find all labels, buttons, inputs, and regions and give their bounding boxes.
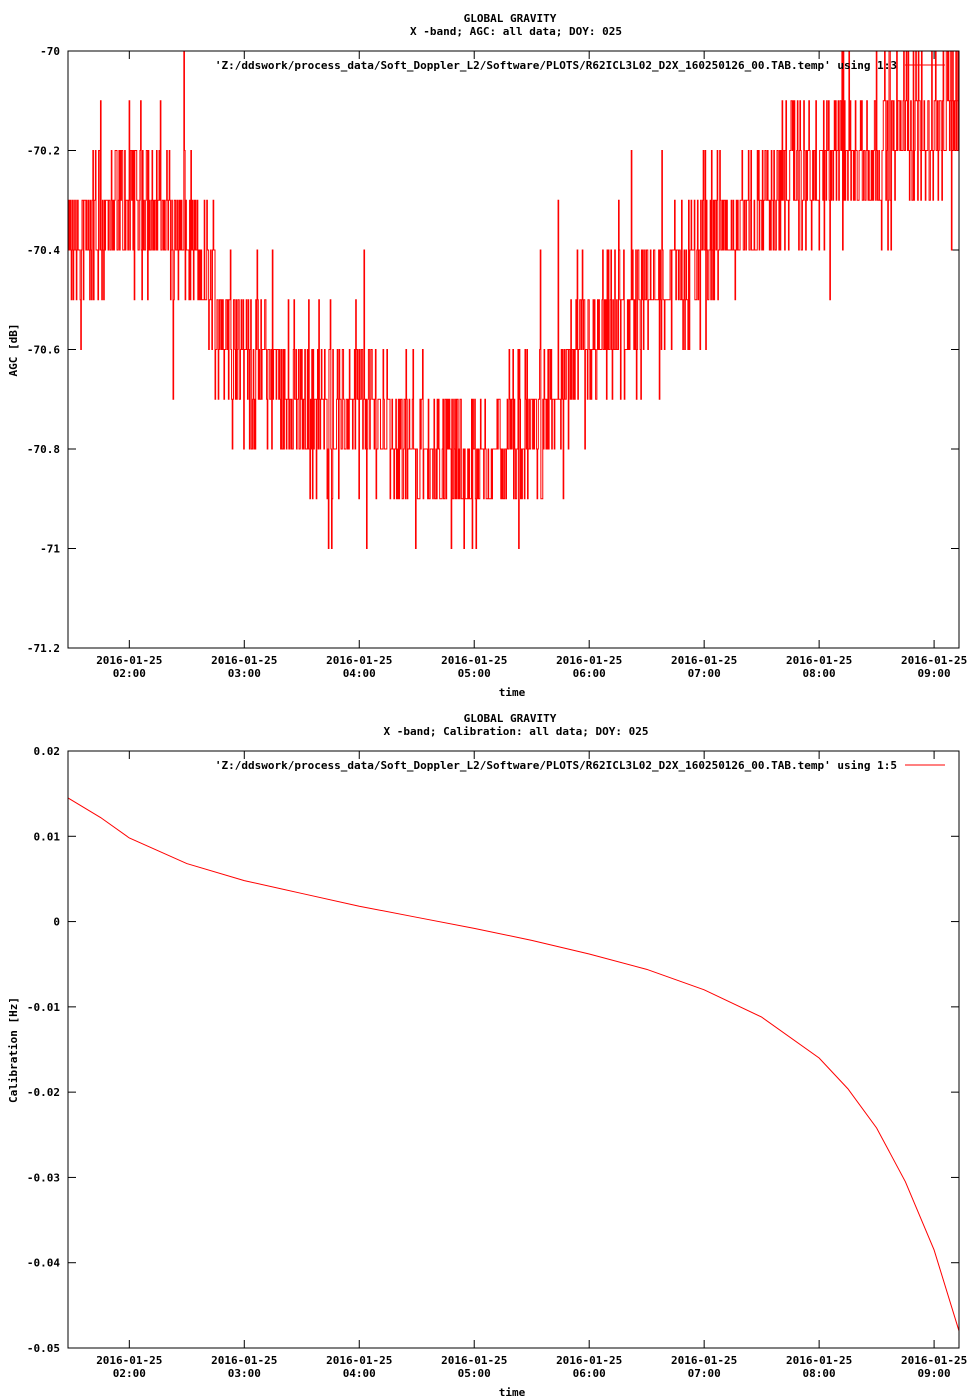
x-tick-label-time: 06:00 (573, 667, 606, 680)
x-tick-label-date: 2016-01-25 (786, 654, 852, 667)
x-tick-label-date: 2016-01-25 (326, 1354, 392, 1367)
agc-chart: GLOBAL GRAVITY X -band; AGC: all data; D… (7, 12, 967, 699)
x-tick-label-time: 03:00 (228, 1367, 261, 1380)
x-tick-label-date: 2016-01-25 (326, 654, 392, 667)
legend-label: 'Z:/ddswork/process_data/Soft_Doppler_L2… (215, 759, 897, 772)
x-tick-label-time: 07:00 (688, 1367, 721, 1380)
x-tick-label-time: 02:00 (113, 667, 146, 680)
plot-area (67, 797, 960, 1332)
x-axis-label: time (499, 1386, 526, 1399)
y-tick-label: -70 (40, 45, 60, 58)
chart-subtitle: X -band; AGC: all data; DOY: 025 (410, 25, 622, 38)
y-tick-label: -70.2 (27, 145, 60, 158)
x-tick-label-date: 2016-01-25 (556, 654, 622, 667)
chart-title: GLOBAL GRAVITY (464, 12, 557, 25)
x-tick-label-date: 2016-01-25 (96, 1354, 162, 1367)
y-tick-label: -70.6 (27, 344, 60, 357)
x-tick-label-date: 2016-01-25 (96, 654, 162, 667)
x-tick-label-time: 09:00 (918, 1367, 951, 1380)
x-tick-label-time: 07:00 (688, 667, 721, 680)
x-tick-label-date: 2016-01-25 (211, 654, 277, 667)
x-tick-label-date: 2016-01-25 (786, 1354, 852, 1367)
chart-title: GLOBAL GRAVITY (464, 712, 557, 725)
x-axis-label: time (499, 686, 526, 699)
y-axis-label: AGC [dB] (7, 324, 20, 377)
x-tick-label-time: 08:00 (803, 1367, 836, 1380)
y-tick-label: -70.4 (27, 244, 60, 257)
x-tick-label-date: 2016-01-25 (671, 654, 737, 667)
legend-label: 'Z:/ddswork/process_data/Soft_Doppler_L2… (215, 59, 897, 72)
y-tick-label: -0.01 (27, 1001, 60, 1014)
plot-frame (67, 750, 960, 1349)
x-tick-label-date: 2016-01-25 (901, 1354, 967, 1367)
y-tick-label: 0.01 (34, 830, 61, 843)
x-tick-label-time: 05:00 (458, 1367, 491, 1380)
x-tick-label-date: 2016-01-25 (901, 654, 967, 667)
x-tick-label-date: 2016-01-25 (556, 1354, 622, 1367)
y-tick-label: -0.04 (27, 1257, 60, 1270)
y-axis-label: Calibration [Hz] (7, 997, 20, 1103)
y-tick-label: -71 (40, 543, 60, 556)
x-tick-label-time: 03:00 (228, 667, 261, 680)
plot-area (68, 50, 960, 549)
x-tick-label-time: 06:00 (573, 1367, 606, 1380)
tick-group: 0.02 0.01 0 -0.01 -0.02 -0.03 -0.04 -0.05 2016-0… (27, 745, 967, 1380)
tick-group: -70 -70.2 -70.4 -70.6 -70.8 -71 -71.2 2016-01-2… (27, 45, 967, 680)
series-line (67, 797, 960, 1332)
calibration-chart: GLOBAL GRAVITY X -band; Calibration: all… (7, 712, 967, 1399)
x-tick-label-time: 04:00 (343, 667, 376, 680)
x-tick-label-date: 2016-01-25 (441, 1354, 507, 1367)
x-tick-label-time: 05:00 (458, 667, 491, 680)
plot-frame (67, 50, 960, 649)
legend: 'Z:/ddswork/process_data/Soft_Doppler_L2… (215, 59, 945, 72)
x-tick-label-date: 2016-01-25 (671, 1354, 737, 1367)
x-tick-label-time: 04:00 (343, 1367, 376, 1380)
y-tick-label: 0 (53, 916, 60, 929)
x-tick-label-time: 02:00 (113, 1367, 146, 1380)
x-tick-label-date: 2016-01-25 (441, 654, 507, 667)
y-tick-label: -0.05 (27, 1342, 60, 1355)
x-tick-label-date: 2016-01-25 (211, 1354, 277, 1367)
y-tick-label: -0.02 (27, 1086, 60, 1099)
series-line (68, 50, 960, 549)
y-tick-label: -0.03 (27, 1171, 60, 1184)
x-tick-label-time: 08:00 (803, 667, 836, 680)
y-tick-label: -71.2 (27, 642, 60, 655)
y-tick-label: 0.02 (34, 745, 61, 758)
legend: 'Z:/ddswork/process_data/Soft_Doppler_L2… (215, 759, 945, 772)
x-tick-label-time: 09:00 (918, 667, 951, 680)
chart-subtitle: X -band; Calibration: all data; DOY: 025 (384, 725, 649, 738)
y-tick-label: -70.8 (27, 443, 60, 456)
